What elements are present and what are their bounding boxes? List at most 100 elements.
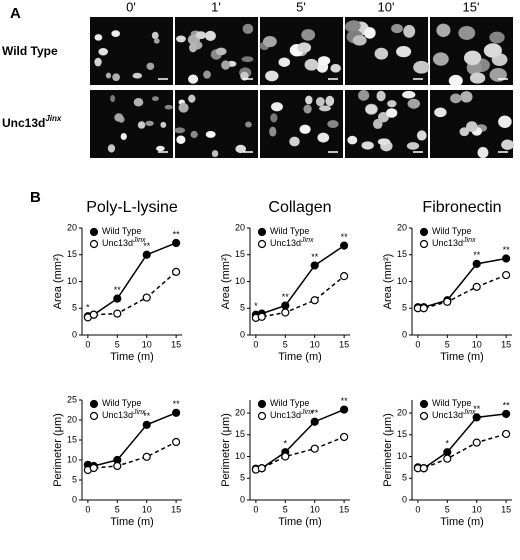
significance: ** bbox=[282, 292, 290, 302]
data-point bbox=[281, 301, 290, 310]
legend-label: Unc13dJinx bbox=[102, 409, 146, 421]
y-tick-label: 0 bbox=[402, 329, 407, 339]
cell bbox=[245, 121, 252, 128]
y-tick-label: 15 bbox=[397, 429, 407, 439]
legend-name: Wild Type bbox=[270, 398, 309, 408]
data-point bbox=[172, 408, 181, 417]
cell bbox=[304, 58, 319, 71]
cell bbox=[450, 93, 462, 104]
data-point bbox=[472, 282, 481, 291]
x-tick-label: 15 bbox=[339, 504, 349, 514]
x-tick-label: 10 bbox=[310, 339, 320, 349]
data-point bbox=[340, 272, 349, 281]
legend-label: Wild Type bbox=[102, 398, 141, 408]
data-point bbox=[502, 254, 511, 263]
data-point bbox=[310, 261, 319, 270]
y-tick-label: 5 bbox=[72, 474, 77, 484]
y-tick-label: 15 bbox=[235, 249, 245, 259]
panel-label: A bbox=[10, 5, 21, 22]
cell bbox=[387, 100, 397, 108]
significance: ** bbox=[143, 411, 151, 421]
data-point bbox=[89, 463, 98, 473]
x-tick-label: 10 bbox=[142, 339, 152, 349]
data-point bbox=[502, 429, 511, 439]
x-tick-label: 15 bbox=[501, 504, 511, 514]
data-point bbox=[419, 304, 428, 313]
cell bbox=[432, 52, 449, 66]
cell bbox=[391, 23, 403, 34]
series-line bbox=[417, 257, 507, 308]
legend-name: Wild Type bbox=[102, 226, 141, 236]
cell bbox=[241, 56, 254, 63]
x-tick-label: 5 bbox=[115, 504, 120, 514]
y-tick-label: 0 bbox=[402, 494, 407, 504]
x-tick-label: 0 bbox=[253, 504, 258, 514]
cell bbox=[385, 108, 398, 118]
legend-sup: Jinx bbox=[300, 409, 314, 416]
cell bbox=[301, 29, 316, 41]
cell bbox=[463, 50, 482, 66]
chart-title: Poly-L-lysine bbox=[86, 199, 178, 216]
cell bbox=[235, 144, 247, 154]
y-tick-label: 15 bbox=[67, 434, 77, 444]
x-tick-label: 5 bbox=[445, 339, 450, 349]
x-tick-label: 5 bbox=[115, 339, 120, 349]
cell bbox=[110, 95, 116, 103]
series-line bbox=[87, 242, 177, 317]
cell bbox=[94, 57, 102, 67]
cell bbox=[137, 121, 146, 129]
legend-name: Unc13d bbox=[432, 410, 463, 420]
y-tick-label: 20 bbox=[67, 414, 77, 424]
data-point bbox=[142, 452, 151, 461]
cell bbox=[164, 104, 173, 110]
cell bbox=[477, 146, 489, 159]
data-point bbox=[113, 461, 122, 471]
legend-label: Unc13dJinx bbox=[102, 237, 146, 249]
data-point bbox=[502, 270, 511, 280]
cell bbox=[402, 90, 416, 99]
cell bbox=[501, 139, 514, 150]
data-point bbox=[142, 250, 151, 259]
y-tick-label: 20 bbox=[235, 407, 245, 417]
y-tick-label: 10 bbox=[67, 276, 77, 286]
cell bbox=[203, 70, 211, 79]
x-tick-label: 0 bbox=[415, 504, 420, 514]
chart-title: Fibronectin bbox=[422, 199, 501, 216]
x-tick-label: 15 bbox=[501, 339, 511, 349]
cell bbox=[466, 121, 478, 132]
cell bbox=[297, 42, 312, 53]
y-tick-label: 10 bbox=[397, 451, 407, 461]
cell bbox=[460, 91, 473, 103]
y-tick-label: 0 bbox=[240, 329, 245, 339]
data-point bbox=[472, 259, 481, 268]
legend-label: Unc13dJinx bbox=[270, 409, 314, 421]
x-tick-label: 10 bbox=[472, 504, 482, 514]
cell bbox=[305, 95, 313, 105]
cell bbox=[263, 36, 277, 48]
significance: ** bbox=[341, 232, 349, 242]
data-point bbox=[443, 454, 452, 463]
cell bbox=[188, 94, 196, 103]
cell bbox=[211, 150, 219, 158]
legend-name: Wild Type bbox=[432, 398, 471, 408]
data-point bbox=[340, 405, 349, 414]
cell bbox=[498, 115, 512, 128]
data-point bbox=[472, 438, 481, 447]
legend-name: Unc13d bbox=[270, 238, 301, 248]
x-axis-label: Time (m) bbox=[440, 516, 484, 528]
y-tick-label: 5 bbox=[402, 303, 407, 313]
cell bbox=[325, 95, 335, 107]
cell bbox=[459, 127, 470, 137]
column-header: 5' bbox=[296, 0, 306, 14]
cell bbox=[120, 133, 127, 140]
x-tick-label: 10 bbox=[142, 504, 152, 514]
cell bbox=[111, 30, 121, 37]
cell bbox=[434, 107, 447, 118]
chart-title: Collagen bbox=[268, 199, 331, 216]
data-point bbox=[310, 296, 319, 305]
cell bbox=[347, 135, 358, 145]
legend-name: Unc13d bbox=[270, 410, 301, 420]
significance: ** bbox=[473, 250, 481, 260]
x-tick-label: 15 bbox=[171, 339, 181, 349]
